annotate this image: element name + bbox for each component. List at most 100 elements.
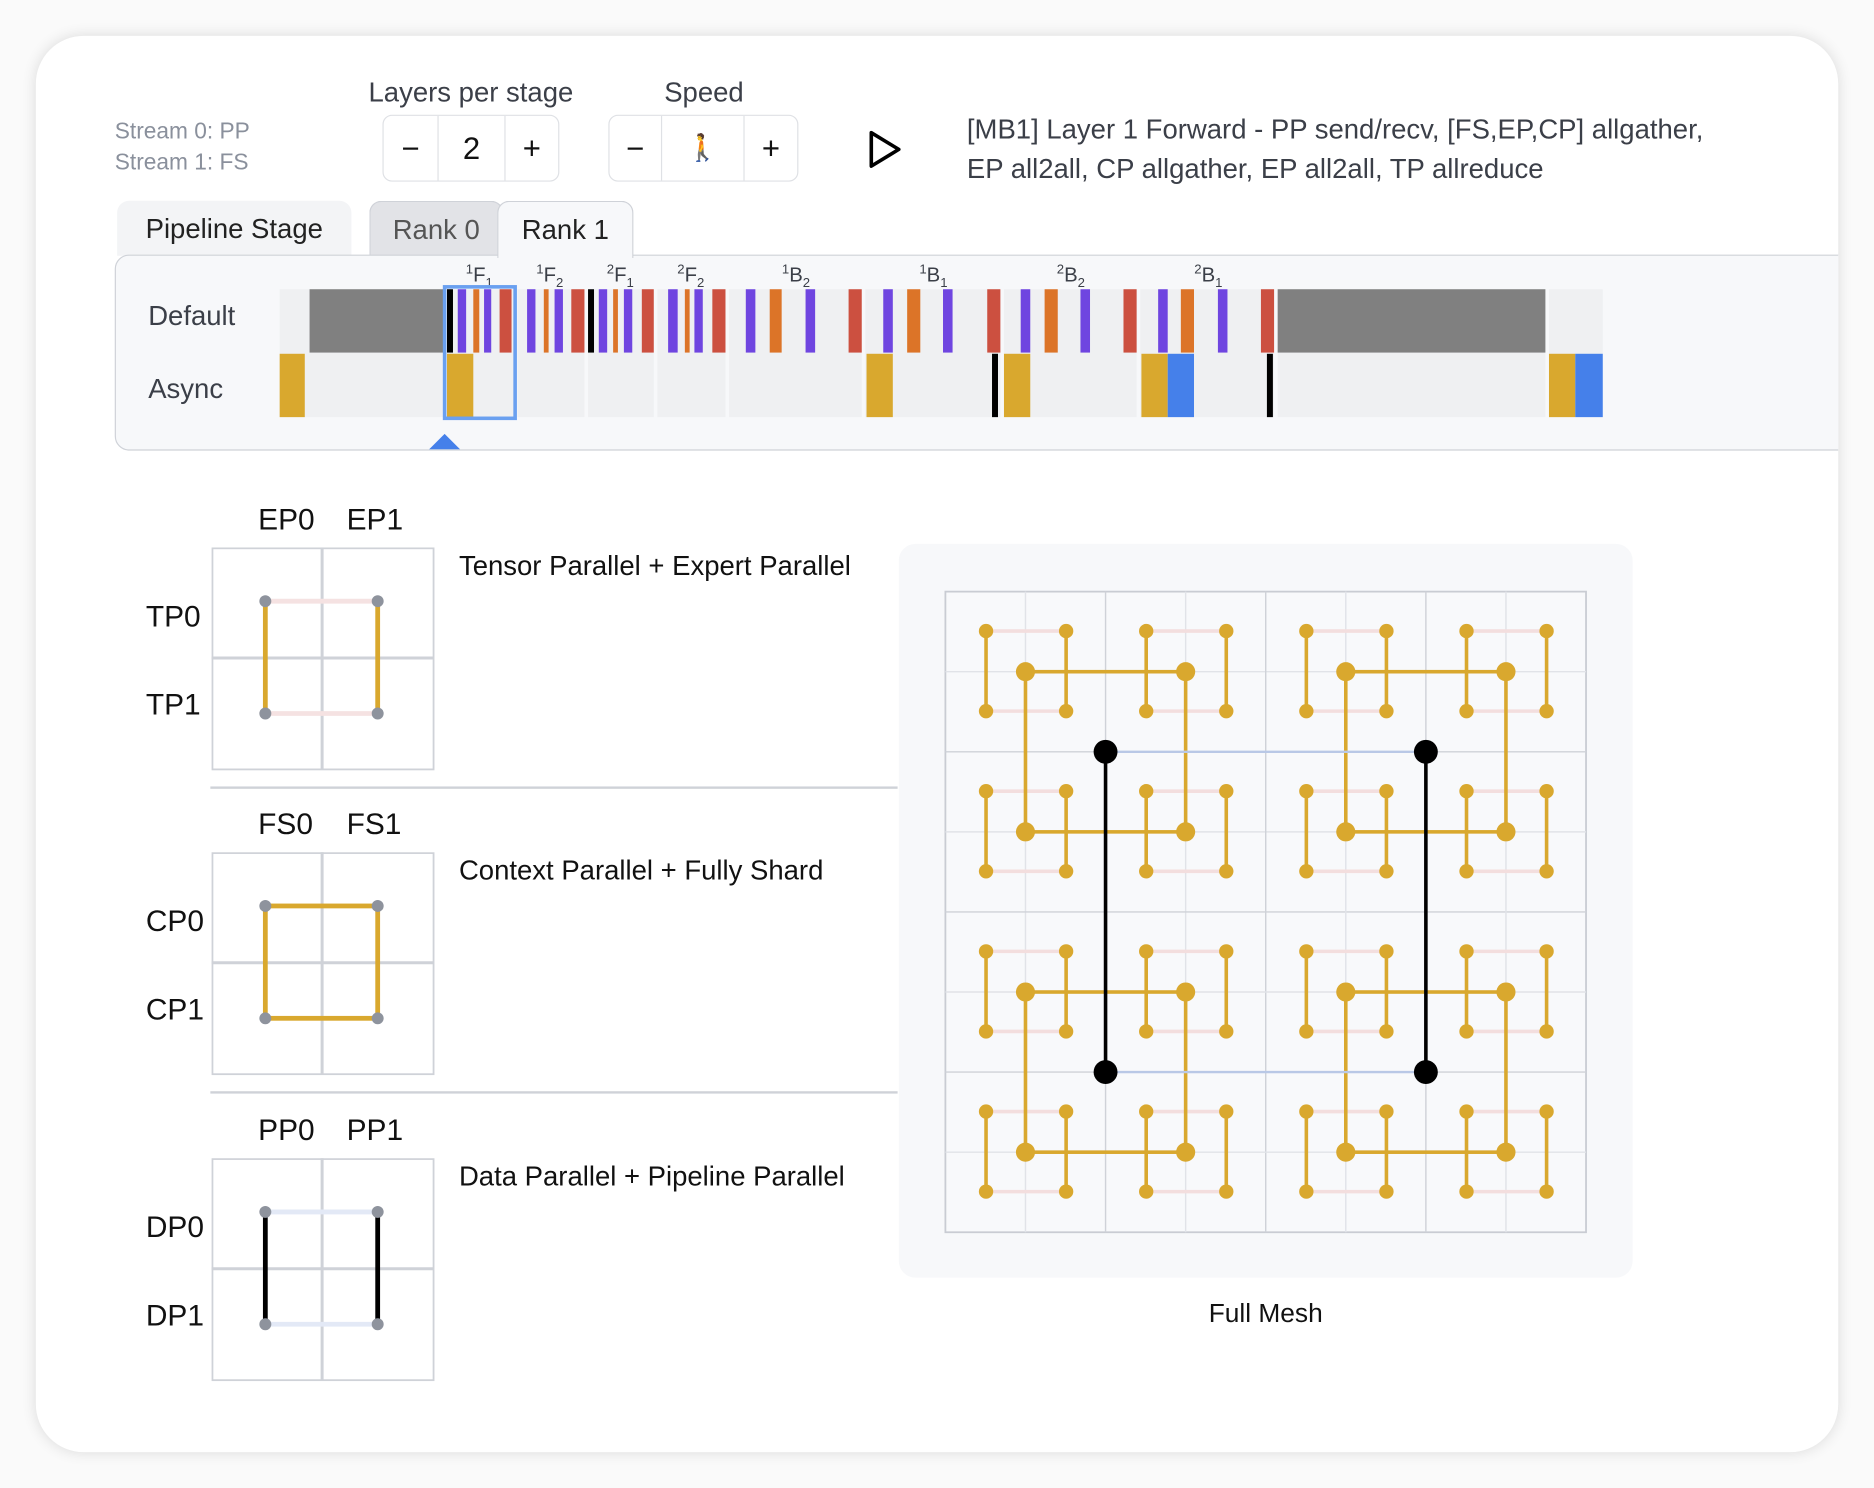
col-label: PP0 [258,1113,315,1148]
rank-node [1299,1104,1314,1119]
rank-node [371,595,384,608]
rank-node [1058,1184,1074,1199]
rank-node [1139,1184,1154,1199]
async-op-bar-gold [1003,353,1031,418]
default-op-bar-purple [883,289,893,353]
layers-label: Layers per stage [368,76,574,108]
cp-fs-node [1176,982,1196,1002]
diagram-title: Tensor Parallel + Expert Parallel [458,549,851,581]
default-op-bar-orange [613,289,618,353]
tab-rank-1[interactable]: Rank 1 [497,200,634,259]
rank-node [978,864,994,879]
rank-node [1139,623,1154,639]
rank-node [1539,1104,1554,1119]
segment-phase: B [1064,263,1078,287]
rank-node [978,944,994,959]
rank-node [1219,703,1234,719]
layers-decrement-button[interactable]: − [384,115,439,181]
stream-0-label: Stream 0: PP [114,119,250,145]
rank-node [1459,703,1474,719]
full-mesh-diagram [944,590,1587,1234]
layers-stepper: − 2 + [382,114,560,182]
rank-node [1539,623,1554,639]
rank-node [371,707,384,720]
rank-node [259,1205,272,1218]
segment-microbatch: 1 [465,262,474,278]
cp-fs-node [1496,982,1516,1002]
default-op-bar-purple [694,289,703,353]
speed-decrement-button[interactable]: − [610,115,663,181]
default-op-bar-purple [554,289,563,353]
rank-node [259,707,272,720]
default-op-bar-purple [745,289,756,353]
rank-node [1219,1184,1234,1199]
col-label: EP0 [258,503,315,537]
rank-node [1219,1104,1234,1119]
segment-label: 2F2 [677,263,704,291]
rank-node [1459,784,1474,799]
rank-node [1459,864,1474,879]
segment-label: 1F2 [536,263,563,291]
walking-person-icon: 🚶 [662,115,745,181]
default-op-bar-orange [1180,289,1195,353]
rank-node [1058,944,1074,959]
segment-microbatch: 2 [606,262,615,278]
timeline-chart[interactable] [116,256,1838,450]
tab-rank-0[interactable]: Rank 0 [369,200,504,257]
rank-node [1219,944,1234,959]
col-label: FS1 [346,807,402,842]
layers-value: 2 [439,115,506,181]
segment-microbatch: 1 [919,262,927,278]
segment-layer: 1 [940,276,948,291]
default-op-bar-orange [769,289,782,353]
rank-node [1539,1184,1554,1199]
default-op-bar-purple [457,289,467,353]
default-op-bar-purple [668,289,678,353]
rank-node [1058,1024,1074,1039]
default-op-bar-purple [943,289,953,353]
rank-node [259,1318,272,1331]
app-card: Stream 0: PP Stream 1: FS Layers per sta… [35,35,1839,1453]
speed-increment-button[interactable]: + [761,129,780,166]
rank-node [1379,703,1394,719]
segment-label: 1F1 [466,263,493,291]
segment-microbatch: 2 [1056,262,1065,278]
segment-microbatch: 2 [1194,262,1202,278]
rank-node [1219,623,1234,639]
col-label: PP1 [346,1113,404,1148]
default-op-bar-purple [1020,289,1031,353]
rank-node [259,1012,272,1025]
speed-stepper: − 🚶 + [608,114,799,182]
status-text: [MB1] Layer 1 Forward - PP send/recv, [F… [967,110,1703,189]
dp-pp-node [1413,739,1438,764]
rank-node [978,784,994,799]
rank-node [1219,1024,1234,1039]
divider [210,786,898,789]
default-op-bar-purple [1158,289,1168,353]
row-label: TP0 [145,599,201,634]
play-button[interactable] [868,129,904,170]
tab-pipeline-stage[interactable]: Pipeline Stage [117,200,352,256]
rank-node [1539,703,1554,719]
segment-phase: F [614,263,627,287]
async-op-bar-black [1266,353,1273,418]
cp-fs-node [1176,1142,1196,1162]
diagram-grid [211,547,435,771]
rank-node [371,899,384,912]
default-op-bar-red [712,289,726,353]
cp-fs-node [1496,1142,1516,1162]
segment-layer: 1 [1215,276,1223,291]
diagram-title: Context Parallel + Fully Shard [458,854,824,886]
rank-node [1459,944,1474,959]
rank-node [1058,864,1074,879]
rank-node [1299,1184,1314,1199]
rank-node [371,1205,384,1218]
rank-node [1058,623,1074,639]
rank-node [1139,944,1154,959]
default-op-bar-red [987,289,1001,353]
rank-node [1299,1024,1314,1039]
layers-increment-button[interactable]: + [522,129,541,166]
timeline-panel: Default Async 1F1 1F2 2F1 2F2 1B2 1B1 2B2 2B1 [114,254,1839,451]
rank-node [1379,1104,1394,1119]
cp-fs-node [1015,822,1036,842]
